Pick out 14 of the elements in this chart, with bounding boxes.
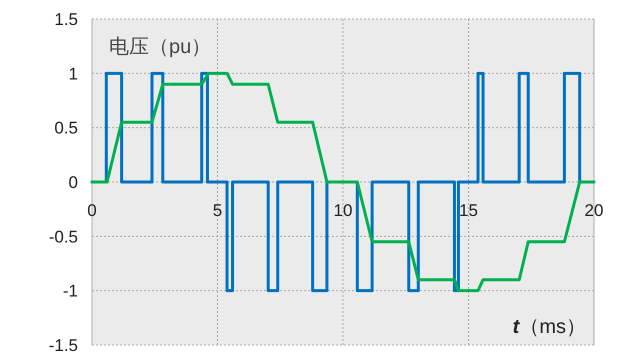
y-tick-label: 1 bbox=[68, 64, 78, 84]
x-tick-label: 0 bbox=[87, 201, 97, 220]
y-tick-label: 0.5 bbox=[54, 118, 78, 138]
y-tick-label: 0 bbox=[68, 173, 78, 192]
x-axis-title: t（ms） bbox=[512, 316, 586, 338]
y-tick-label: -0.5 bbox=[48, 227, 78, 246]
x-tick-label: 15 bbox=[459, 201, 478, 220]
y-tick-label: 1.5 bbox=[54, 10, 78, 29]
y-tick-label: -1 bbox=[62, 282, 78, 301]
x-tick-label: 10 bbox=[334, 201, 352, 220]
y-tick-label: -1.5 bbox=[48, 336, 78, 355]
x-tick-label: 20 bbox=[584, 201, 604, 220]
x-tick-label: 5 bbox=[212, 201, 222, 220]
y-axis-title: 电压（pu） bbox=[109, 36, 212, 58]
